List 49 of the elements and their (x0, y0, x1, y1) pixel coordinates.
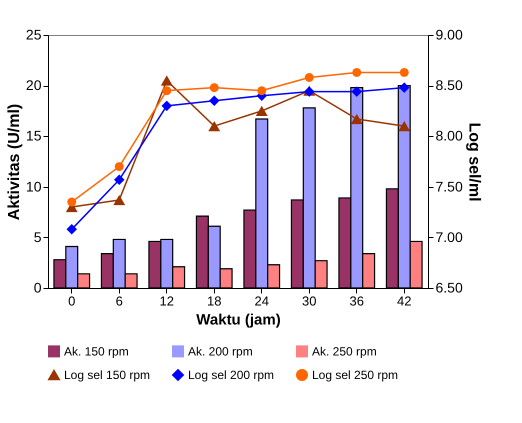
y2-tick-label: 8.50 (436, 77, 463, 94)
y2-tick-label: 7.00 (436, 228, 463, 245)
y2-tick-label: 7.50 (436, 178, 463, 194)
x-tick-label: 18 (207, 294, 222, 308)
y-tick-label: 20 (26, 77, 42, 94)
point (162, 86, 172, 96)
y-tick-label: 10 (26, 178, 42, 194)
point (66, 224, 77, 235)
point (398, 120, 410, 132)
point (113, 194, 126, 206)
point (210, 83, 219, 92)
point (352, 86, 362, 97)
point (208, 120, 220, 132)
point (400, 68, 409, 77)
x-tick-label: 12 (160, 294, 174, 308)
y2-tick-label: 8.00 (436, 128, 463, 144)
y-tick-label: 5 (34, 228, 42, 245)
point (114, 174, 124, 185)
point (209, 96, 220, 106)
point (160, 75, 173, 86)
x-tick-label: 0 (68, 294, 76, 308)
point (399, 82, 410, 93)
x-tick-label: 6 (116, 294, 123, 308)
x-tick-label: 42 (397, 294, 412, 308)
y-tick-label: 0 (34, 280, 42, 296)
point (257, 86, 266, 96)
point (67, 198, 76, 206)
legend-label: Log sel 250 rpm (312, 368, 398, 382)
x-axis-title: Waktu (jam) (196, 312, 281, 328)
legend-label: Log sel 150 rpm (64, 368, 150, 382)
y-axis-title: Aktivitas (U/ml) (6, 104, 23, 220)
y2-tick-label: 9.00 (436, 26, 463, 42)
point (114, 162, 124, 172)
x-tick-label: 24 (254, 294, 269, 308)
y2-axis-title: Log sel/ml (466, 122, 483, 202)
y-tick-label: 25 (26, 26, 42, 42)
point (352, 68, 362, 77)
legend-label: Log sel 200 rpm (188, 368, 274, 382)
point (304, 73, 314, 82)
legend-label: Ak. 250 rpm (312, 344, 377, 358)
point (256, 106, 268, 116)
legend-label: Ak. 200 rpm (188, 344, 253, 358)
legend-label: Ak. 150 rpm (64, 344, 129, 358)
point (350, 114, 363, 124)
x-tick-label: 30 (302, 294, 316, 308)
y-tick-label: 15 (26, 128, 42, 144)
x-tick-label: 36 (350, 294, 364, 308)
y2-tick-label: 6.50 (436, 280, 463, 296)
point (162, 100, 172, 112)
